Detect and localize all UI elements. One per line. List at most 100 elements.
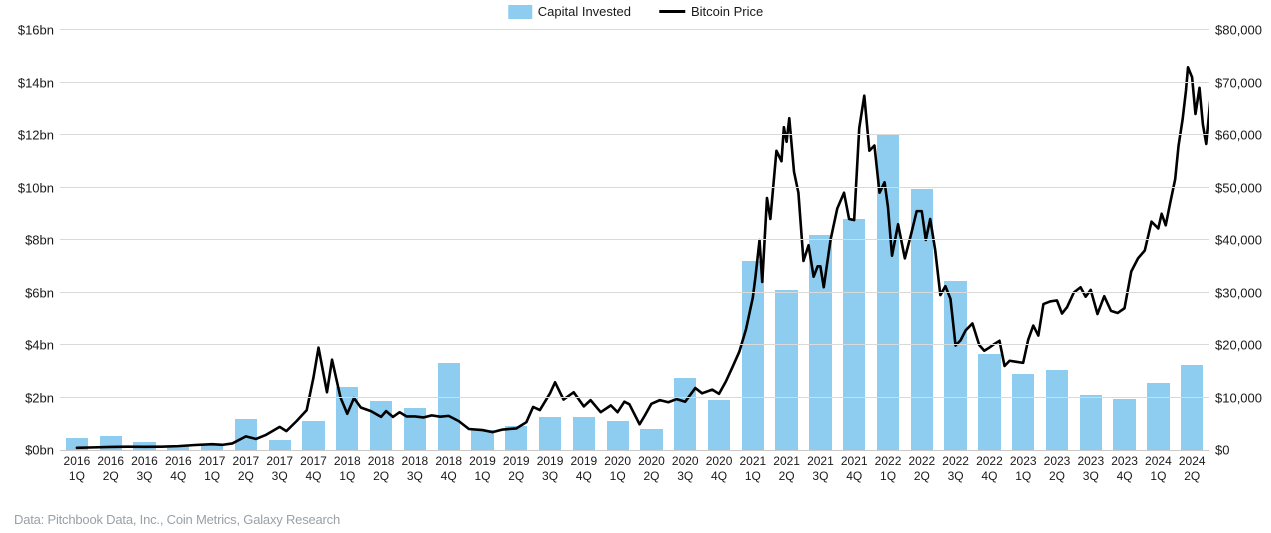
x-tick: 20163Q bbox=[128, 454, 162, 484]
x-tick: 20221Q bbox=[871, 454, 905, 484]
x-tick: 20241Q bbox=[1142, 454, 1176, 484]
gridline bbox=[60, 292, 1209, 293]
bar-slot bbox=[1074, 30, 1108, 450]
x-tick: 20202Q bbox=[635, 454, 669, 484]
legend-item-bar: Capital Invested bbox=[508, 4, 631, 19]
x-tick: 20213Q bbox=[804, 454, 838, 484]
line-swatch-icon bbox=[659, 10, 685, 13]
x-tick: 20214Q bbox=[837, 454, 871, 484]
y-left-tick: $14bn bbox=[18, 75, 60, 90]
x-tick: 20162Q bbox=[94, 454, 128, 484]
y-right-tick: $70,000 bbox=[1209, 75, 1262, 90]
bar-slot bbox=[1142, 30, 1176, 450]
chart-bar bbox=[1046, 370, 1068, 450]
bar-slot bbox=[263, 30, 297, 450]
y-right-tick: $0 bbox=[1209, 443, 1229, 458]
x-tick: 20211Q bbox=[736, 454, 770, 484]
bar-slot bbox=[702, 30, 736, 450]
x-tick: 20191Q bbox=[466, 454, 500, 484]
chart-bar bbox=[167, 446, 189, 450]
bar-slot bbox=[973, 30, 1007, 450]
x-tick: 20233Q bbox=[1074, 454, 1108, 484]
chart-bar bbox=[539, 417, 561, 450]
x-tick: 20164Q bbox=[161, 454, 195, 484]
chart-bar bbox=[1080, 395, 1102, 450]
bar-slot bbox=[804, 30, 838, 450]
chart-bar bbox=[640, 429, 662, 450]
bar-slot bbox=[398, 30, 432, 450]
x-tick: 20161Q bbox=[60, 454, 94, 484]
x-tick: 20222Q bbox=[905, 454, 939, 484]
bar-slot bbox=[601, 30, 635, 450]
bar-slot bbox=[297, 30, 331, 450]
x-tick: 20231Q bbox=[1006, 454, 1040, 484]
x-tick: 20232Q bbox=[1040, 454, 1074, 484]
chart-bar bbox=[471, 430, 493, 450]
legend-item-line: Bitcoin Price bbox=[659, 4, 763, 19]
y-left-tick: $16bn bbox=[18, 23, 60, 38]
chart-legend: Capital Invested Bitcoin Price bbox=[508, 4, 763, 19]
gridline bbox=[60, 187, 1209, 188]
y-right-tick: $20,000 bbox=[1209, 338, 1262, 353]
y-right-tick: $40,000 bbox=[1209, 233, 1262, 248]
bar-slot bbox=[229, 30, 263, 450]
bar-slot bbox=[94, 30, 128, 450]
chart-attribution: Data: Pitchbook Data, Inc., Coin Metrics… bbox=[14, 512, 340, 527]
x-tick: 20203Q bbox=[668, 454, 702, 484]
x-tick: 20193Q bbox=[533, 454, 567, 484]
x-tick: 20194Q bbox=[567, 454, 601, 484]
chart-bar bbox=[100, 436, 122, 450]
chart-bar bbox=[809, 235, 831, 450]
chart-bar bbox=[944, 281, 966, 450]
bar-slot bbox=[1040, 30, 1074, 450]
gridline bbox=[60, 397, 1209, 398]
chart-bar bbox=[573, 417, 595, 450]
bar-slot bbox=[635, 30, 669, 450]
bar-slot bbox=[364, 30, 398, 450]
x-tick: 20224Q bbox=[973, 454, 1007, 484]
bar-slot bbox=[837, 30, 871, 450]
chart-bars bbox=[60, 30, 1209, 450]
x-tick: 20201Q bbox=[601, 454, 635, 484]
x-tick: 20223Q bbox=[939, 454, 973, 484]
gridline bbox=[60, 29, 1209, 30]
bar-slot bbox=[195, 30, 229, 450]
y-right-tick: $30,000 bbox=[1209, 285, 1262, 300]
x-tick: 20172Q bbox=[229, 454, 263, 484]
gridline bbox=[60, 134, 1209, 135]
chart-bar bbox=[843, 219, 865, 450]
x-tick: 20234Q bbox=[1108, 454, 1142, 484]
x-tick: 20212Q bbox=[770, 454, 804, 484]
chart-bar bbox=[877, 135, 899, 450]
y-left-tick: $8bn bbox=[25, 233, 60, 248]
legend-bar-label: Capital Invested bbox=[538, 4, 631, 19]
gridline bbox=[60, 344, 1209, 345]
bar-slot bbox=[432, 30, 466, 450]
x-tick: 20184Q bbox=[432, 454, 466, 484]
chart-bar bbox=[607, 421, 629, 450]
chart-bar bbox=[235, 419, 257, 451]
x-tick: 20192Q bbox=[499, 454, 533, 484]
y-left-tick: $10bn bbox=[18, 180, 60, 195]
chart-bar bbox=[1147, 383, 1169, 450]
x-tick: 20182Q bbox=[364, 454, 398, 484]
chart-bar bbox=[978, 354, 1000, 450]
y-left-tick: $6bn bbox=[25, 285, 60, 300]
gridline bbox=[60, 82, 1209, 83]
bar-slot bbox=[1006, 30, 1040, 450]
bar-slot bbox=[871, 30, 905, 450]
chart-bar bbox=[1181, 365, 1203, 450]
bar-swatch-icon bbox=[508, 5, 532, 19]
chart-bar bbox=[1113, 399, 1135, 450]
chart-bar bbox=[438, 363, 460, 450]
bar-slot bbox=[128, 30, 162, 450]
x-tick: 20204Q bbox=[702, 454, 736, 484]
y-left-tick: $12bn bbox=[18, 128, 60, 143]
chart-bar bbox=[742, 261, 764, 450]
x-tick: 20174Q bbox=[297, 454, 331, 484]
chart-bar bbox=[674, 378, 696, 450]
bar-slot bbox=[905, 30, 939, 450]
x-tick: 20183Q bbox=[398, 454, 432, 484]
x-tick: 20173Q bbox=[263, 454, 297, 484]
bar-slot bbox=[499, 30, 533, 450]
